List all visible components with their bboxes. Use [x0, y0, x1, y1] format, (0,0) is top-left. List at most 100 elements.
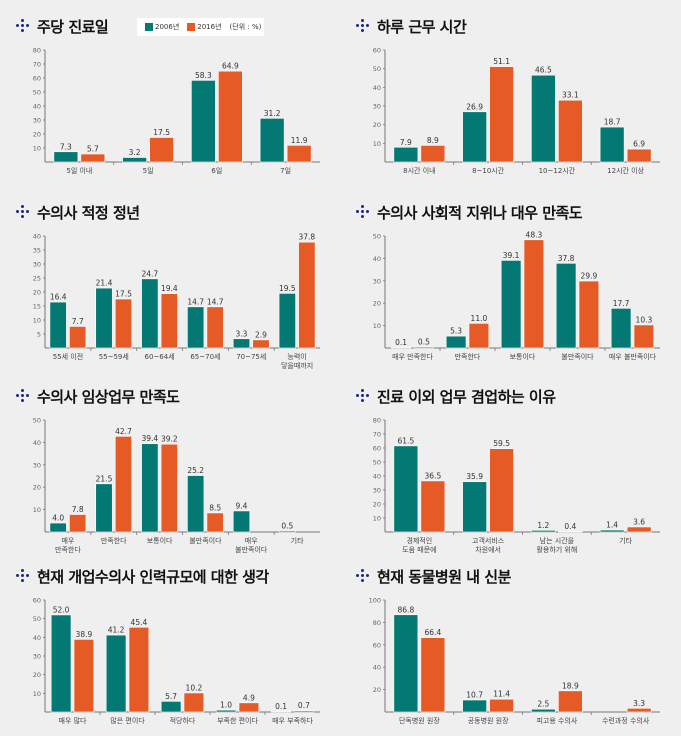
- y-tick-label: 60: [33, 597, 41, 605]
- chart-title: 현재 개업수의사 인력규모에 대한 생각: [37, 567, 269, 586]
- icon-dot: [21, 19, 24, 22]
- x-tick-label: 고객서비스: [472, 536, 505, 545]
- data-label: 61.5: [398, 436, 415, 445]
- x-tick-label: 70~75세: [236, 352, 266, 361]
- icon-dot: [21, 29, 24, 32]
- x-tick-label: 활용하기 위해: [536, 545, 577, 554]
- x-tick-label: 보통이다: [147, 536, 173, 545]
- data-label: 33.1: [562, 91, 579, 100]
- data-label: 38.9: [76, 630, 93, 639]
- icon-dot: [21, 569, 24, 572]
- icon-dot: [361, 389, 364, 392]
- bar-2016: [293, 710, 315, 713]
- data-label: 3.6: [633, 517, 645, 526]
- x-tick-label: 많은 편이다: [110, 716, 145, 725]
- icon-dot: [16, 210, 19, 213]
- bar-2006: [122, 157, 147, 163]
- y-tick-label: 40: [33, 634, 41, 642]
- icon-dot: [16, 394, 19, 397]
- icon-dot: [366, 394, 369, 397]
- y-tick-label: 10: [373, 140, 381, 148]
- bar-chart: 10 20 30 40 50 60 7.9 8.9 8시간 이내 26.9 51.1 8~10시간 46…: [373, 47, 660, 175]
- data-label: 31.2: [264, 109, 281, 118]
- x-tick-label: 65~70세: [190, 352, 220, 361]
- y-tick-label: 60: [373, 445, 381, 453]
- bar-2006: [390, 347, 412, 349]
- x-tick-label: 기타: [619, 536, 632, 545]
- diamond-dots-icon: [356, 389, 370, 403]
- y-tick-label: 10: [33, 690, 41, 698]
- data-label: 0.5: [418, 337, 430, 346]
- bar-2016: [420, 637, 446, 713]
- x-tick-label: 12시간 이상: [607, 166, 644, 175]
- y-tick-label: 35: [33, 247, 41, 255]
- data-label: 21.4: [96, 279, 113, 288]
- bar-2016: [286, 145, 312, 163]
- bar-2016: [413, 346, 435, 349]
- chart-panel-social-status-satisfaction: 수의사 사회적 지위나 대우 만족도 10 20 30 40 50 0.1 0.5 매우 만족…: [340, 186, 680, 370]
- bar-2016: [206, 306, 224, 349]
- chart-panel-side-job-reasons: 진료 이외 업무 겸업하는 이유 10 20 30 40 50 60 70 80 61.5 36.…: [340, 370, 680, 554]
- y-tick-label: 30: [373, 277, 381, 285]
- panel-title: 주당 진료일: [16, 15, 109, 37]
- x-tick-label: 불만족이다: [189, 536, 222, 545]
- icon-dot: [361, 579, 364, 582]
- y-tick-label: 20: [373, 300, 381, 308]
- y-tick-label: 15: [33, 303, 41, 311]
- y-tick-label: 40: [33, 439, 41, 447]
- panel-title: 하루 근무 시간: [356, 15, 467, 37]
- bar-2016: [114, 436, 133, 533]
- y-tick-label: 20: [33, 671, 41, 679]
- y-tick-label: 20: [33, 484, 41, 492]
- bar-2016: [69, 326, 87, 349]
- bar-2006: [232, 338, 251, 349]
- bar-2016: [73, 639, 95, 713]
- data-label: 10.7: [466, 691, 483, 700]
- legend-label-2016: 2016년: [197, 23, 222, 31]
- bar-2006: [555, 263, 577, 349]
- data-label: 11.4: [493, 690, 510, 699]
- x-tick-label: 55세 이전: [53, 352, 83, 361]
- y-tick-label: 70: [373, 431, 381, 439]
- bar-2016: [626, 708, 652, 713]
- diamond-dots-icon: [16, 205, 30, 219]
- icon-dot: [366, 574, 369, 577]
- icon-dot: [361, 394, 364, 397]
- y-tick-label: 50: [373, 459, 381, 467]
- icon-dot: [21, 215, 24, 218]
- icon-dot: [26, 394, 29, 397]
- bar-chart: 10 20 30 40 50 60 70 80 7.3 5.7 5일 이내 3.2 17.5 5일 58.3…: [33, 47, 320, 175]
- data-label: 2.5: [537, 700, 549, 709]
- panel-title: 현재 동물병원 내 신분: [356, 565, 511, 587]
- bar-2006: [141, 278, 159, 349]
- legend-item-2016: 2016년: [187, 22, 222, 32]
- data-label: 8.5: [209, 503, 221, 512]
- icon-dot: [21, 210, 24, 213]
- x-tick-label: 경제적인: [406, 536, 432, 545]
- y-tick-label: 80: [373, 619, 381, 627]
- data-label: 3.2: [129, 148, 141, 157]
- x-tick-label: 불만족이다: [235, 545, 268, 554]
- y-tick-label: 40: [373, 255, 381, 263]
- chart-panel-daily-hours: 하루 근무 시간 10 20 30 40 50 60 7.9 8.9 8시간 이내 26.9 51.…: [340, 0, 680, 184]
- x-tick-label: 매우 불만족이다: [609, 352, 657, 361]
- bar-2006: [215, 709, 237, 713]
- bar-chart: 20 40 60 80 100 86.8 66.4 단독병원 원장 10.7 11.4 공동병원 원…: [369, 597, 660, 725]
- icon-dot: [21, 579, 24, 582]
- data-label: 86.8: [398, 605, 415, 614]
- x-tick-label: 만족한다: [55, 545, 81, 554]
- diamond-dots-icon: [16, 389, 30, 403]
- legend-swatch-2006: [145, 23, 153, 31]
- icon-dot: [21, 394, 24, 397]
- data-label: 7.9: [400, 138, 412, 147]
- bar-2016: [489, 698, 514, 713]
- data-label: 17.5: [153, 128, 170, 137]
- data-label: 41.2: [108, 626, 125, 635]
- bar-2006: [53, 151, 79, 163]
- bar-2006: [462, 111, 487, 163]
- panel-title: 수의사 적정 정년: [16, 201, 140, 223]
- icon-dot: [366, 210, 369, 213]
- x-tick-label: 남는 시간을: [540, 536, 575, 545]
